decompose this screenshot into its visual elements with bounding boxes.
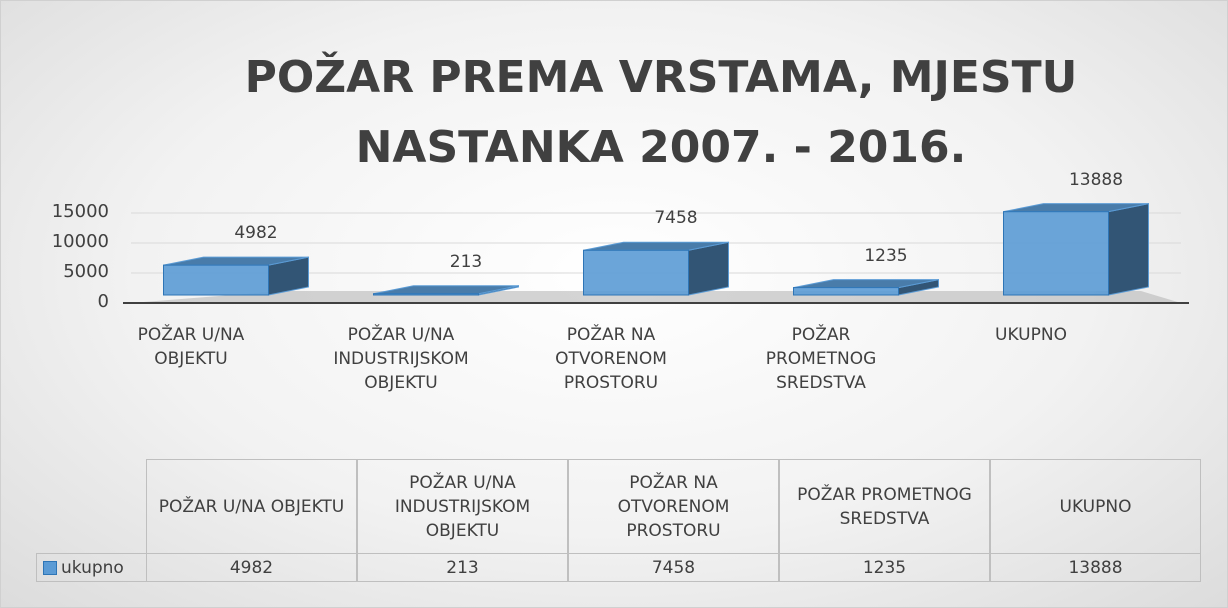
bar-front <box>373 293 479 296</box>
table-header-cell: POŽAR NA OTVORENOM PROSTORU <box>568 459 779 554</box>
y-tick-label: 15000 <box>51 201 109 222</box>
table-cell: 4982 <box>146 553 357 582</box>
bar-front <box>1003 211 1109 296</box>
value-label: 1235 <box>864 245 908 266</box>
table-header-cell: POŽAR U/NA INDUSTRIJSKOM OBJEKTU <box>357 459 568 554</box>
bar-side <box>688 241 729 296</box>
table-header-cell: UKUPNO <box>990 459 1201 554</box>
bar-side <box>1108 203 1149 296</box>
bar <box>793 278 939 296</box>
bar <box>1003 203 1149 296</box>
table-cell: 1235 <box>779 553 990 582</box>
chart-title: POŽAR PREMA VRSTAMA, MJESTU NASTANKA 200… <box>244 52 1078 173</box>
x-tick-label: UKUPNO <box>995 325 1067 345</box>
x-tick-label: POŽAR NA OTVORENOM PROSTORU <box>555 325 667 393</box>
value-label: 213 <box>449 251 483 272</box>
y-tick-label: 0 <box>97 291 109 312</box>
x-tick-label: POŽAR U/NA OBJEKTU <box>137 325 245 369</box>
table-header-cell: POŽAR U/NA OBJEKTU <box>146 459 357 554</box>
bar-front <box>793 287 899 296</box>
table-legend-cell: ukupno <box>36 553 147 582</box>
x-tick-label: POŽAR U/NA INDUSTRIJSKOM OBJEKTU <box>333 325 469 393</box>
x-tick-label: POŽAR PROMETNOG SREDSTVA <box>765 325 877 393</box>
legend-swatch <box>43 560 57 575</box>
bar-front <box>583 249 689 296</box>
bar <box>163 256 309 296</box>
table-cell: 7458 <box>568 553 779 582</box>
table-header-cell: POŽAR PROMETNOG SREDSTVA <box>779 459 990 554</box>
bar <box>583 241 729 296</box>
legend-label: ukupno <box>61 557 124 578</box>
bar <box>373 285 519 296</box>
y-tick-label: 10000 <box>51 231 109 252</box>
table-cell: 213 <box>357 553 568 582</box>
value-label: 4982 <box>234 223 278 244</box>
y-tick-label: 5000 <box>63 261 109 282</box>
bar-front <box>163 264 269 296</box>
value-label: 13888 <box>1068 169 1124 190</box>
table-cell: 13888 <box>990 553 1201 582</box>
value-label: 7458 <box>654 208 698 229</box>
